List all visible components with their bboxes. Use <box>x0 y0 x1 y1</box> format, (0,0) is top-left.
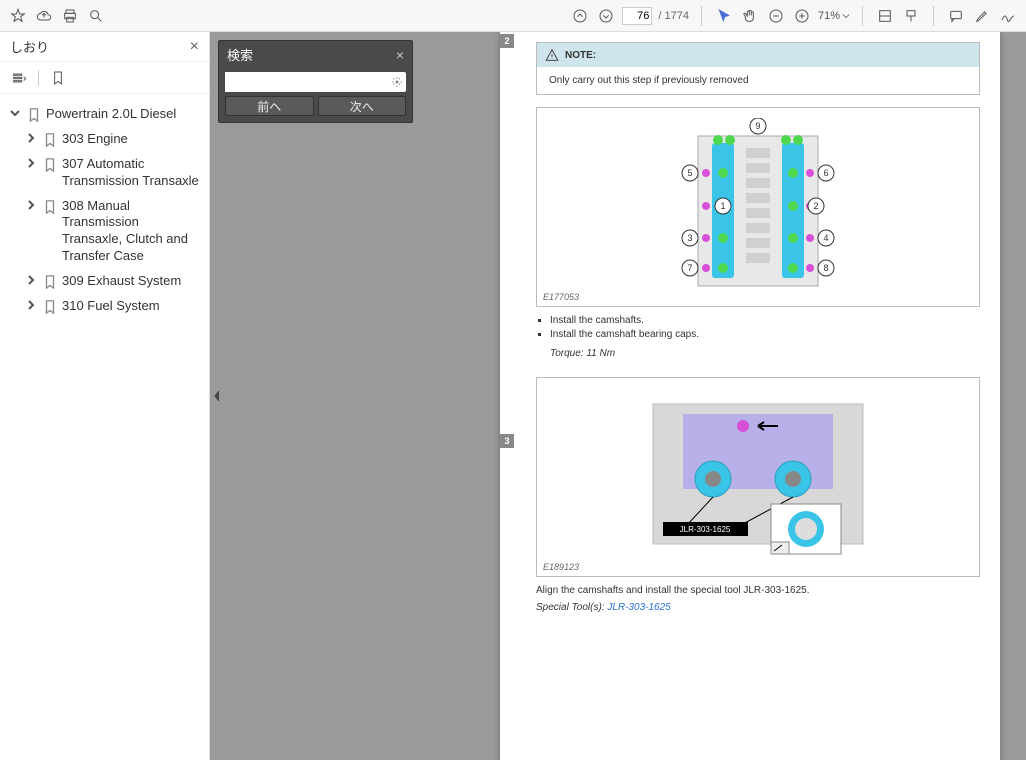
svg-text:5: 5 <box>687 168 692 178</box>
triangle-warning-icon <box>545 48 559 62</box>
bookmark-icon <box>42 275 58 289</box>
outline-label: 303 Engine <box>62 131 201 148</box>
outline-label: Powertrain 2.0L Diesel <box>46 106 201 123</box>
search-icon[interactable] <box>86 6 106 26</box>
outline-label: 310 Fuel System <box>62 298 201 315</box>
svg-text:7: 7 <box>687 263 692 273</box>
collapse-handle[interactable] <box>210 376 224 416</box>
cloud-upload-icon[interactable] <box>34 6 54 26</box>
search-next-button[interactable]: 次へ <box>318 96 407 116</box>
outline-item[interactable]: 303 Engine <box>16 127 209 152</box>
document-page: 2 NOTE: Only carry out this step if prev… <box>500 32 1000 760</box>
svg-text:3: 3 <box>687 233 692 243</box>
list-item: Install the camshafts. <box>550 315 980 326</box>
search-prev-button[interactable]: 前へ <box>225 96 314 116</box>
search-input[interactable] <box>225 72 388 92</box>
search-close-icon[interactable]: × <box>396 47 404 63</box>
page-input[interactable] <box>622 7 652 25</box>
outline-tree: Powertrain 2.0L Diesel 303 Engine 307 Aut… <box>0 94 209 760</box>
highlight-icon[interactable] <box>972 6 992 26</box>
chevron-right-icon[interactable] <box>24 133 38 143</box>
rotate-icon[interactable] <box>901 6 921 26</box>
bookmark-icon <box>42 300 58 314</box>
note-box: NOTE: Only carry out this step if previo… <box>536 42 980 95</box>
bullet-list: Install the camshafts. Install the camsh… <box>550 315 980 340</box>
tool-label: JLR-303-1625 <box>680 525 731 534</box>
outline-item[interactable]: 308 Manual Transmission Transaxle, Clutc… <box>16 194 209 270</box>
svg-text:1: 1 <box>720 201 725 211</box>
outline-label: 309 Exhaust System <box>62 273 201 290</box>
bookmark-icon <box>42 200 58 214</box>
outline-item[interactable]: 307 Automatic Transmission Transaxle <box>16 152 209 194</box>
chevron-right-icon[interactable] <box>24 275 38 285</box>
toolbar: / 1774 71% <box>0 0 1026 32</box>
search-title: 検索 <box>227 45 253 64</box>
special-tool-link[interactable]: JLR-303-1625 <box>607 602 670 613</box>
outline-item[interactable]: 309 Exhaust System <box>16 269 209 294</box>
chevron-down-icon[interactable] <box>8 108 22 118</box>
svg-text:2: 2 <box>813 201 818 211</box>
step-number-3: 3 <box>500 434 514 448</box>
svg-text:6: 6 <box>823 168 828 178</box>
zoom-in-icon[interactable] <box>792 6 812 26</box>
print-icon[interactable] <box>60 6 80 26</box>
chevron-right-icon[interactable] <box>24 300 38 310</box>
list-item: Install the camshaft bearing caps. <box>550 329 980 340</box>
align-text: Align the camshafts and install the spec… <box>536 585 980 596</box>
hand-tool-icon[interactable] <box>740 6 760 26</box>
note-label: NOTE: <box>565 50 596 61</box>
outline-label: 307 Automatic Transmission Transaxle <box>62 156 201 190</box>
viewer: 検索 × 前へ 次へ 2 <box>210 32 1026 760</box>
search-panel: 検索 × 前へ 次へ <box>218 40 413 123</box>
note-body: Only carry out this step if previously r… <box>537 67 979 94</box>
select-tool-icon[interactable] <box>714 6 734 26</box>
chevron-right-icon[interactable] <box>24 158 38 168</box>
bookmark-icon <box>26 108 42 122</box>
outline-options-icon[interactable] <box>10 69 28 87</box>
comment-icon[interactable] <box>946 6 966 26</box>
page-up-icon[interactable] <box>570 6 590 26</box>
bookmark-icon <box>42 158 58 172</box>
figure-id: E177053 <box>543 292 579 302</box>
zoom-out-icon[interactable] <box>766 6 786 26</box>
torque-text: Torque: 11 Nm <box>550 348 980 359</box>
gear-icon[interactable] <box>388 72 406 92</box>
fit-width-icon[interactable] <box>875 6 895 26</box>
outline-label: 308 Manual Transmission Transaxle, Clutc… <box>62 198 201 266</box>
sign-icon[interactable] <box>998 6 1018 26</box>
chevron-right-icon[interactable] <box>24 200 38 210</box>
page-down-icon[interactable] <box>596 6 616 26</box>
close-icon[interactable]: × <box>190 38 199 56</box>
figure-id: E189123 <box>543 562 579 572</box>
sidebar: しおり × Powertrain 2.0L Diesel 303 Engine 3… <box>0 32 210 760</box>
svg-text:9: 9 <box>755 121 760 131</box>
svg-text:4: 4 <box>823 233 828 243</box>
svg-text:8: 8 <box>823 263 828 273</box>
figure-1: 1 2 3 4 5 6 7 8 9 E177053 <box>536 107 980 307</box>
step-number-2: 2 <box>500 34 514 48</box>
special-tool-label: Special Tool(s): <box>536 602 607 613</box>
outline-item-root[interactable]: Powertrain 2.0L Diesel <box>0 102 209 127</box>
star-icon[interactable] <box>8 6 28 26</box>
sidebar-title: しおり <box>10 37 49 56</box>
outline-item[interactable]: 310 Fuel System <box>16 294 209 319</box>
bookmark-tool-icon[interactable] <box>49 69 67 87</box>
zoom-select[interactable]: 71% <box>818 10 850 22</box>
bookmark-icon <box>42 133 58 147</box>
page-total: / 1774 <box>658 10 689 22</box>
figure-2: JLR-303-1625 E189123 <box>536 377 980 577</box>
